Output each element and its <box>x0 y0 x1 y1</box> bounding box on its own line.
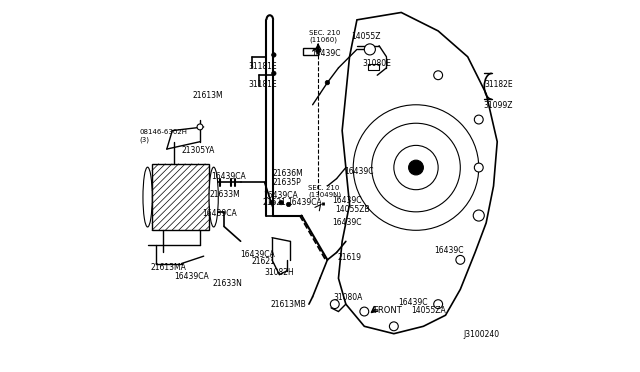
Text: J3100240: J3100240 <box>463 330 499 339</box>
Text: 31082H: 31082H <box>264 268 294 277</box>
Circle shape <box>271 53 276 57</box>
Text: 21305YA: 21305YA <box>182 147 215 155</box>
Text: 31099Z: 31099Z <box>483 101 513 110</box>
Circle shape <box>330 300 339 309</box>
Ellipse shape <box>209 167 218 227</box>
Text: 16439CA: 16439CA <box>287 198 321 207</box>
Text: 31182E: 31182E <box>484 80 513 89</box>
Text: 31181E: 31181E <box>248 80 276 89</box>
Circle shape <box>360 307 369 316</box>
Circle shape <box>364 44 376 55</box>
Text: 21613MB: 21613MB <box>270 300 306 310</box>
Circle shape <box>473 210 484 221</box>
Text: 16439C: 16439C <box>344 167 374 176</box>
Circle shape <box>408 160 424 175</box>
Text: 16439C: 16439C <box>398 298 428 307</box>
Circle shape <box>372 123 460 212</box>
Circle shape <box>474 115 483 124</box>
Text: SEC. 210
(11060): SEC. 210 (11060) <box>309 30 340 43</box>
Text: 08146-6302H
(3): 08146-6302H (3) <box>140 129 188 143</box>
Circle shape <box>197 124 203 130</box>
Text: 14055ZA: 14055ZA <box>412 306 446 315</box>
Text: 21613MA: 21613MA <box>150 263 186 272</box>
Text: 21619: 21619 <box>338 253 362 263</box>
Text: 21621: 21621 <box>252 257 276 266</box>
Text: 16439CA: 16439CA <box>241 250 275 259</box>
Text: 16439C: 16439C <box>435 246 464 255</box>
Text: 21635P: 21635P <box>272 178 301 187</box>
Text: 31080E: 31080E <box>362 59 391 68</box>
Text: 31080A: 31080A <box>333 293 362 302</box>
Text: 16439CA: 16439CA <box>263 191 298 200</box>
Text: FRONT: FRONT <box>374 306 403 315</box>
Text: 21613M: 21613M <box>193 91 223 100</box>
Text: 14055Z: 14055Z <box>351 32 381 41</box>
Circle shape <box>474 163 483 172</box>
Text: SEC. 210
(13049N): SEC. 210 (13049N) <box>308 185 341 198</box>
Text: 21633N: 21633N <box>213 279 243 288</box>
FancyBboxPatch shape <box>152 164 209 230</box>
Circle shape <box>394 145 438 190</box>
FancyBboxPatch shape <box>368 64 379 70</box>
Text: 31181E: 31181E <box>248 61 276 71</box>
Circle shape <box>325 80 330 85</box>
Circle shape <box>279 201 284 205</box>
Text: 14055ZB: 14055ZB <box>335 205 370 215</box>
Circle shape <box>353 105 479 230</box>
Circle shape <box>434 71 443 80</box>
Text: 16439CA: 16439CA <box>202 209 237 218</box>
Circle shape <box>271 71 276 76</box>
FancyBboxPatch shape <box>303 48 318 55</box>
Circle shape <box>456 256 465 264</box>
Text: 16439C: 16439C <box>332 196 362 205</box>
Ellipse shape <box>143 167 152 227</box>
Text: 21636M: 21636M <box>272 169 303 177</box>
Text: 16439C: 16439C <box>332 218 362 227</box>
Text: 16439CA: 16439CA <box>174 272 209 281</box>
Circle shape <box>270 201 274 205</box>
Circle shape <box>287 202 291 207</box>
Text: 21621: 21621 <box>263 198 287 207</box>
Text: 16439C: 16439C <box>311 49 340 58</box>
Circle shape <box>434 300 443 309</box>
Text: 21633M: 21633M <box>209 190 240 199</box>
Circle shape <box>389 322 398 331</box>
Text: 16439CA: 16439CA <box>211 172 246 181</box>
